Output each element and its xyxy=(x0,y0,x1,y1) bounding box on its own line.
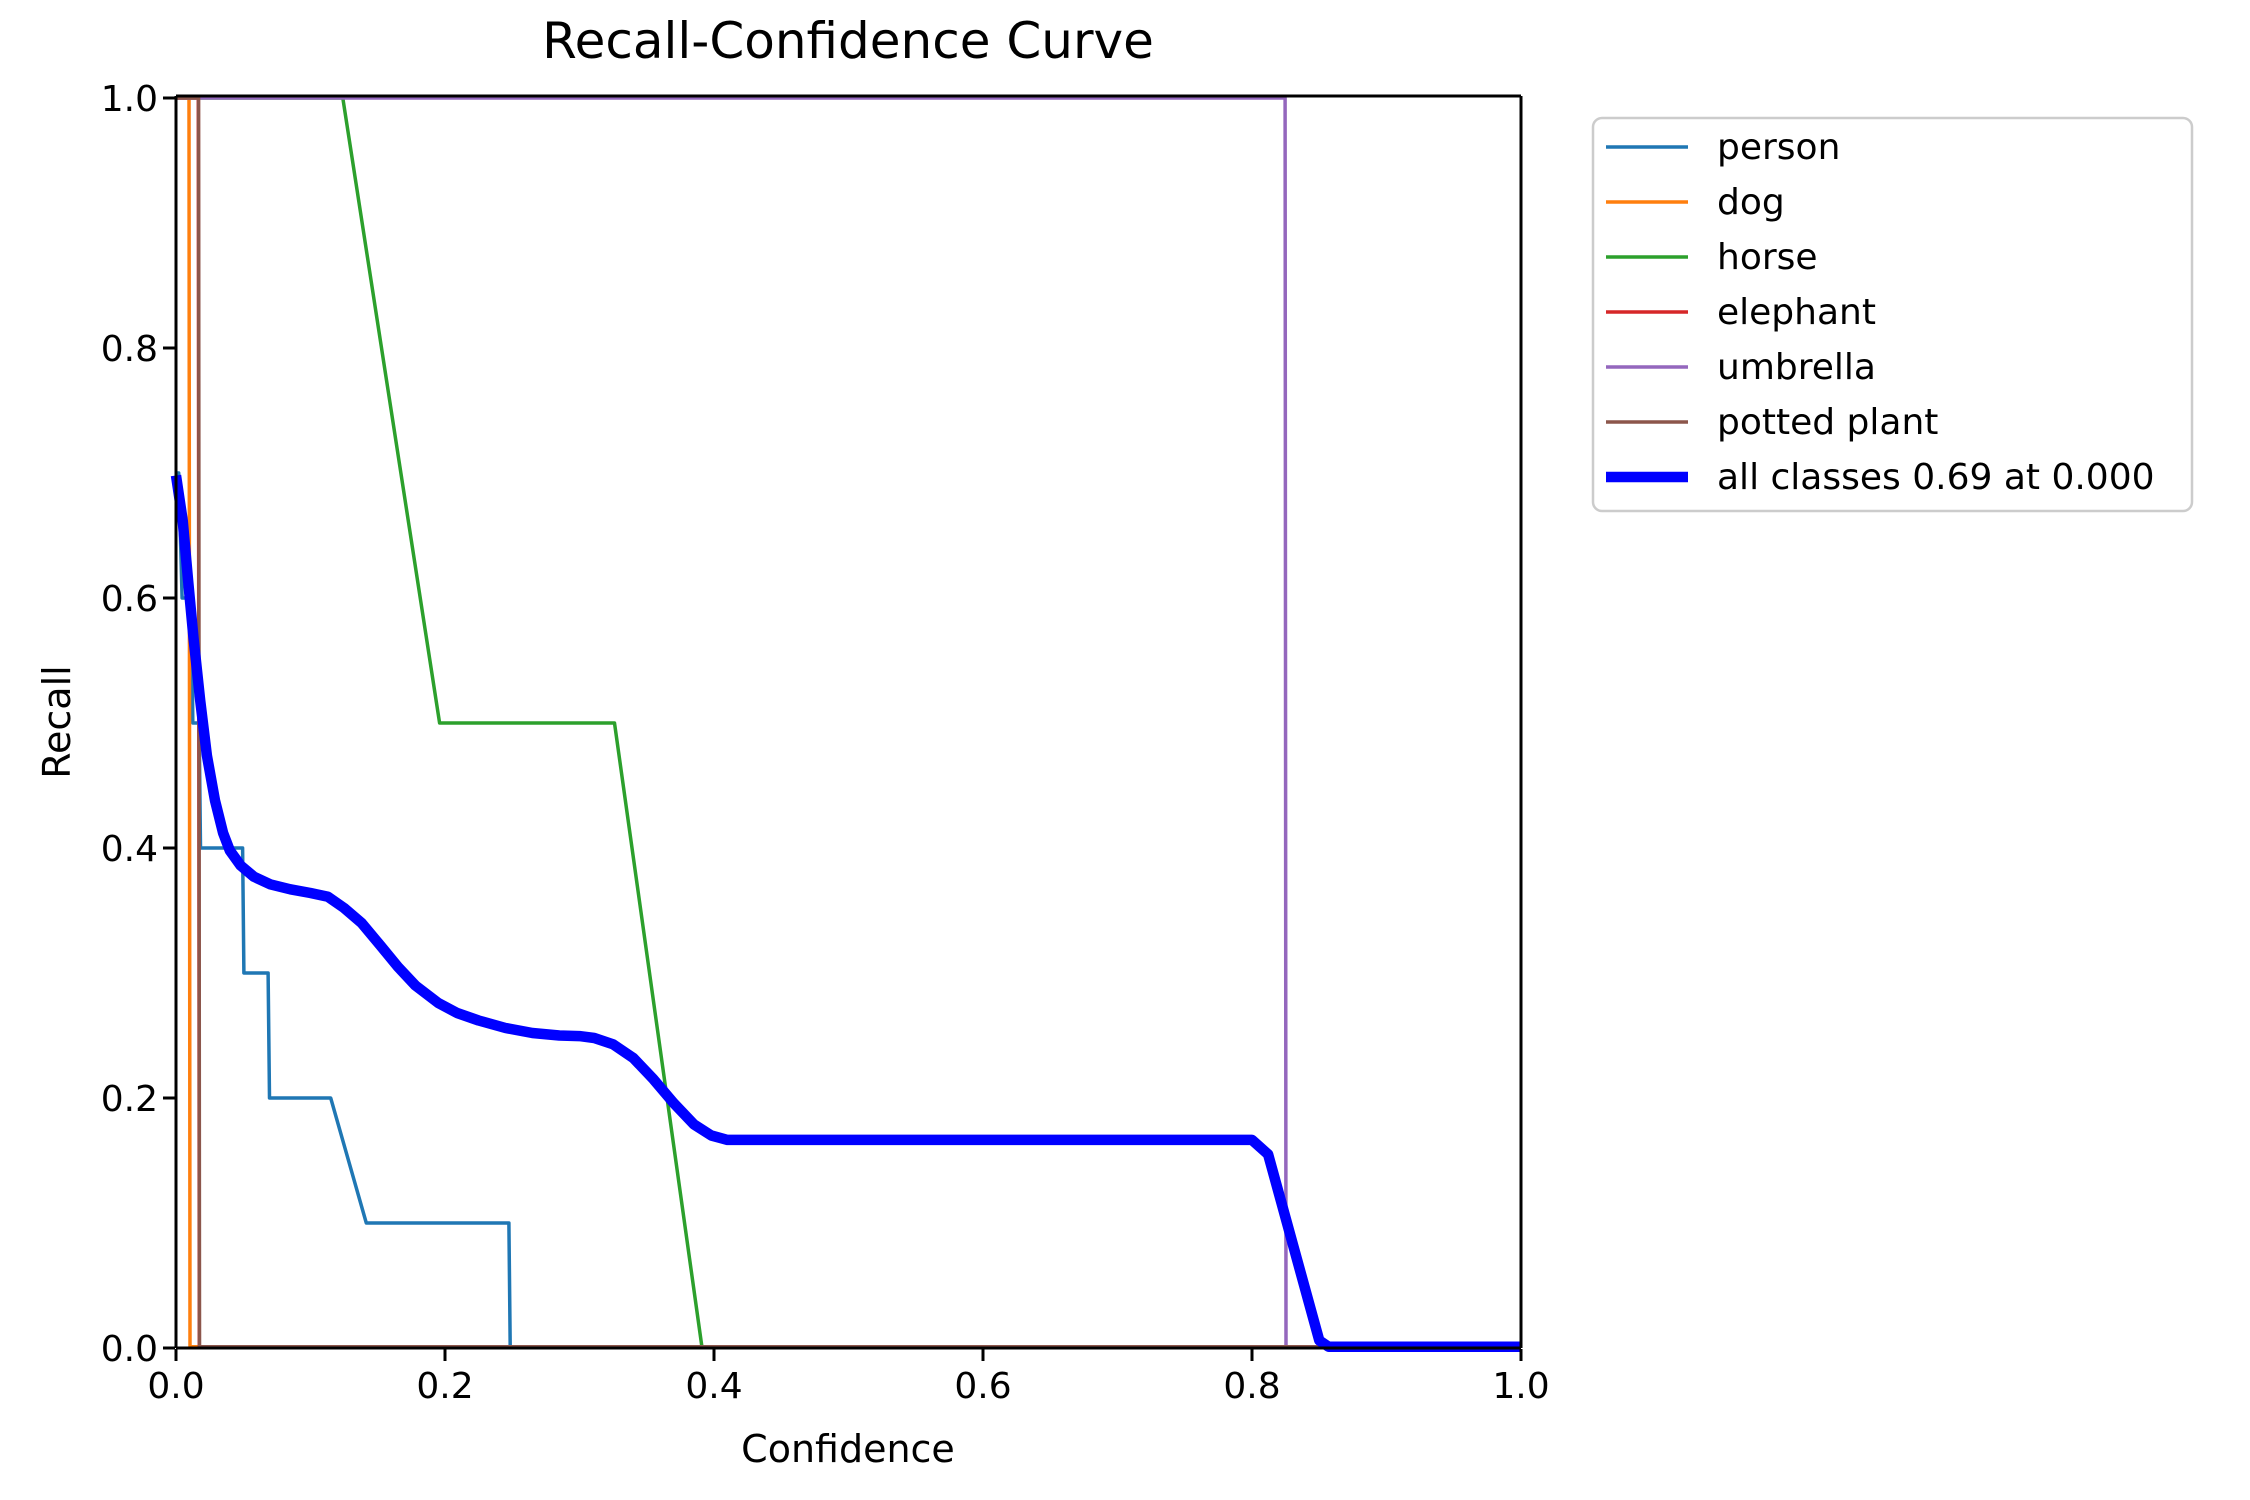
y-axis-label: Recall xyxy=(35,665,79,778)
x-tick-label: 1.0 xyxy=(1492,1366,1549,1407)
tick-labels: 0.0 0.2 0.4 0.6 0.8 1.0 0.0 0.2 0.4 0.6 0.8 1.0 xyxy=(101,79,1550,1407)
y-tick-label: 0.0 xyxy=(101,1329,158,1370)
curves-layer xyxy=(170,96,1521,1353)
legend: person dog horse elephant umbrella potted pla… xyxy=(1591,116,2194,513)
x-tick-label: 0.6 xyxy=(954,1366,1011,1407)
chart-title: Recall-Confidence Curve xyxy=(542,12,1154,70)
legend-label-elephant: elephant xyxy=(1717,292,1876,333)
curve-horse xyxy=(176,96,1521,1349)
y-tick-label: 0.6 xyxy=(101,579,158,620)
x-tick-label: 0.8 xyxy=(1223,1366,1280,1407)
curve-umbrella xyxy=(176,96,1521,1349)
legend-label-all-classes-0.69-at-0.000: all classes 0.69 at 0.000 xyxy=(1717,457,2155,498)
y-tick-label: 0.8 xyxy=(101,329,158,370)
legend-box xyxy=(1591,116,2194,513)
y-tick-label: 0.2 xyxy=(101,1079,158,1120)
x-tick-label: 0.0 xyxy=(147,1366,204,1407)
x-axis-label: Confidence xyxy=(741,1427,955,1471)
y-tick-label: 0.4 xyxy=(101,829,158,870)
x-tick-label: 0.2 xyxy=(416,1366,473,1407)
curve-all-classes-0.69-at-0.000 xyxy=(170,474,1521,1353)
legend-label-dog: dog xyxy=(1717,182,1785,223)
y-tick-label: 1.0 xyxy=(101,79,158,120)
legend-label-umbrella: umbrella xyxy=(1717,347,1876,388)
legend-label-horse: horse xyxy=(1717,237,1818,278)
curve-potted-plant xyxy=(176,96,1521,1349)
legend-items: person dog horse elephant umbrella potted pla… xyxy=(1606,127,2155,498)
x-tick-label: 0.4 xyxy=(685,1366,742,1407)
legend-label-potted-plant: potted plant xyxy=(1717,402,1938,443)
axes-spines xyxy=(174,94,1523,1350)
curve-dog xyxy=(176,96,1521,1349)
curve-person xyxy=(176,471,1521,1349)
curve-elephant xyxy=(176,96,1521,1349)
legend-label-person: person xyxy=(1717,127,1840,168)
tick-marks xyxy=(163,96,1523,1361)
